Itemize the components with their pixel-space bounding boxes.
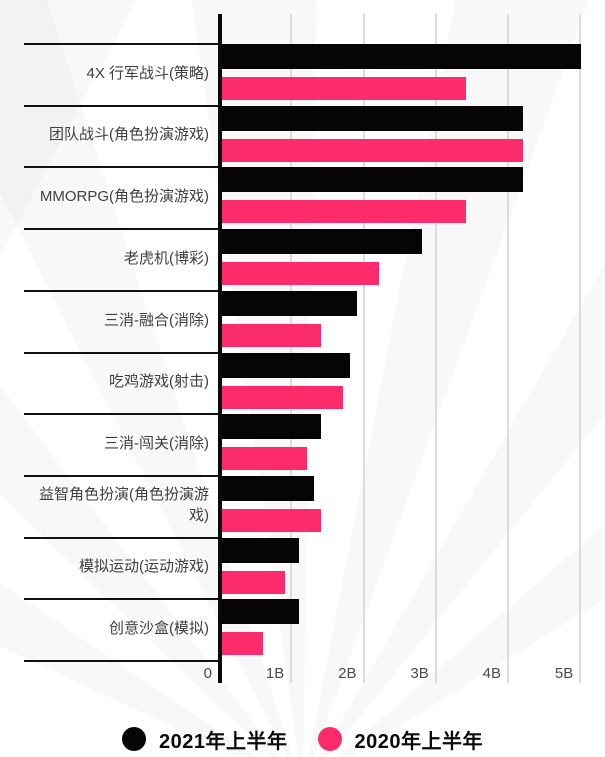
gridline-2B <box>362 14 365 683</box>
row-separator <box>24 660 218 662</box>
category-label: 创意沙盒(模拟) <box>109 620 209 638</box>
bar-2021年上半年-8 <box>222 475 314 501</box>
bar-2020年上半年-5 <box>222 323 322 347</box>
bar-2021年上半年-9 <box>222 537 300 563</box>
bar-2021年上半年-10 <box>222 599 300 625</box>
gridline-5B <box>579 14 582 683</box>
bar-2021年上半年-4 <box>222 229 423 255</box>
legend-dot-2021 <box>122 727 146 751</box>
bar-2020年上半年-8 <box>222 508 322 532</box>
y-axis-line <box>218 14 222 683</box>
bar-2021年上半年-2 <box>222 105 524 131</box>
bar-2021年上半年-1 <box>222 44 582 69</box>
x-tick-1B: 1B <box>265 665 285 682</box>
x-tick-3B: 3B <box>410 665 429 682</box>
bar-2021年上半年-7 <box>222 414 322 440</box>
category-label: MMORPG(角色扮演游戏) <box>39 188 209 206</box>
bar-2020年上半年-3 <box>222 200 466 224</box>
category-label: 三消-融合(消除) <box>104 311 209 329</box>
category-label: 4X 行军战斗(策略) <box>86 64 209 82</box>
x-tick-5B: 5B <box>554 665 574 682</box>
x-tick-2B: 2B <box>338 665 357 682</box>
row-separator <box>24 351 218 354</box>
row-separator <box>24 598 218 601</box>
legend-item-2020: 2020年上半年 <box>317 725 484 754</box>
category-label: 模拟运动(运动游戏) <box>79 558 209 576</box>
bar-2020年上半年-4 <box>222 262 379 286</box>
bar-2021年上半年-6 <box>222 352 351 378</box>
x-tick-0: 0 <box>203 665 212 682</box>
chart-legend: 2021年上半年 2020年上半年 <box>0 724 605 754</box>
row-separator <box>24 43 218 45</box>
gridline-3B <box>434 14 437 683</box>
bar-2020年上半年-2 <box>222 138 524 162</box>
category-label: 团队战斗(角色扮演游戏) <box>49 126 209 144</box>
row-separator <box>24 228 218 231</box>
gridline-4B <box>507 14 509 683</box>
legend-dot-2020 <box>317 727 342 751</box>
row-separator <box>24 536 218 539</box>
gridline-1B <box>290 14 293 683</box>
bar-2020年上半年-9 <box>222 570 286 594</box>
row-separator <box>24 474 218 477</box>
legend-item-2021: 2021年上半年 <box>122 725 288 754</box>
bar-2021年上半年-5 <box>222 290 358 316</box>
category-label: 吃鸡游戏(射击) <box>109 373 209 391</box>
row-separator <box>24 413 218 416</box>
bar-2020年上半年-7 <box>222 447 307 471</box>
row-separator <box>24 289 218 292</box>
row-separator <box>24 166 218 169</box>
legend-label-2020: 2020年上半年 <box>354 730 483 753</box>
category-label: 老虎机(博彩) <box>124 249 209 267</box>
bar-2020年上半年-6 <box>222 385 343 409</box>
bar-2020年上半年-1 <box>222 77 466 100</box>
category-label: 三消-闯关(消除) <box>104 434 209 452</box>
category-label: 益智角色扮演(角色扮演游戏) <box>39 486 209 524</box>
row-separator <box>24 104 218 107</box>
legend-label-2021: 2021年上半年 <box>159 730 288 753</box>
bar-2020年上半年-10 <box>222 632 264 656</box>
x-tick-4B: 4B <box>482 665 501 682</box>
bar-2021年上半年-3 <box>222 167 524 193</box>
